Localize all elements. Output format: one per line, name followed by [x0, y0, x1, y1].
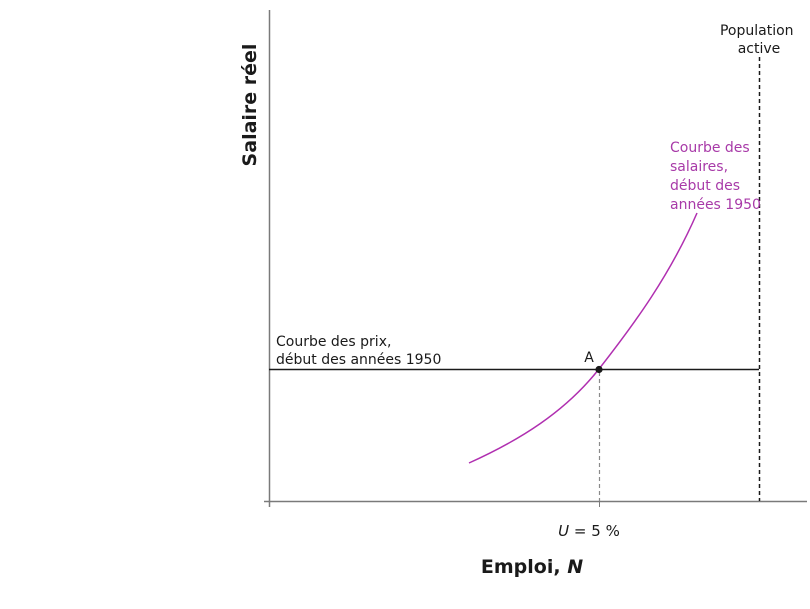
y-axis-label: Salaire réel — [239, 44, 261, 167]
price-curve-label: Courbe des prix, début des années 1950 — [276, 334, 441, 368]
x-tick-label-u: U = 5 % — [558, 522, 620, 540]
wage-curve — [468, 212, 698, 464]
point-a-marker — [595, 365, 603, 374]
wage-curve-label: Courbe des salaires, début des années 19… — [670, 140, 761, 213]
point-a-label: A — [584, 350, 594, 366]
x-axis-label: Emploi, N — [481, 556, 583, 578]
labor-force-label: Population active — [720, 23, 798, 57]
